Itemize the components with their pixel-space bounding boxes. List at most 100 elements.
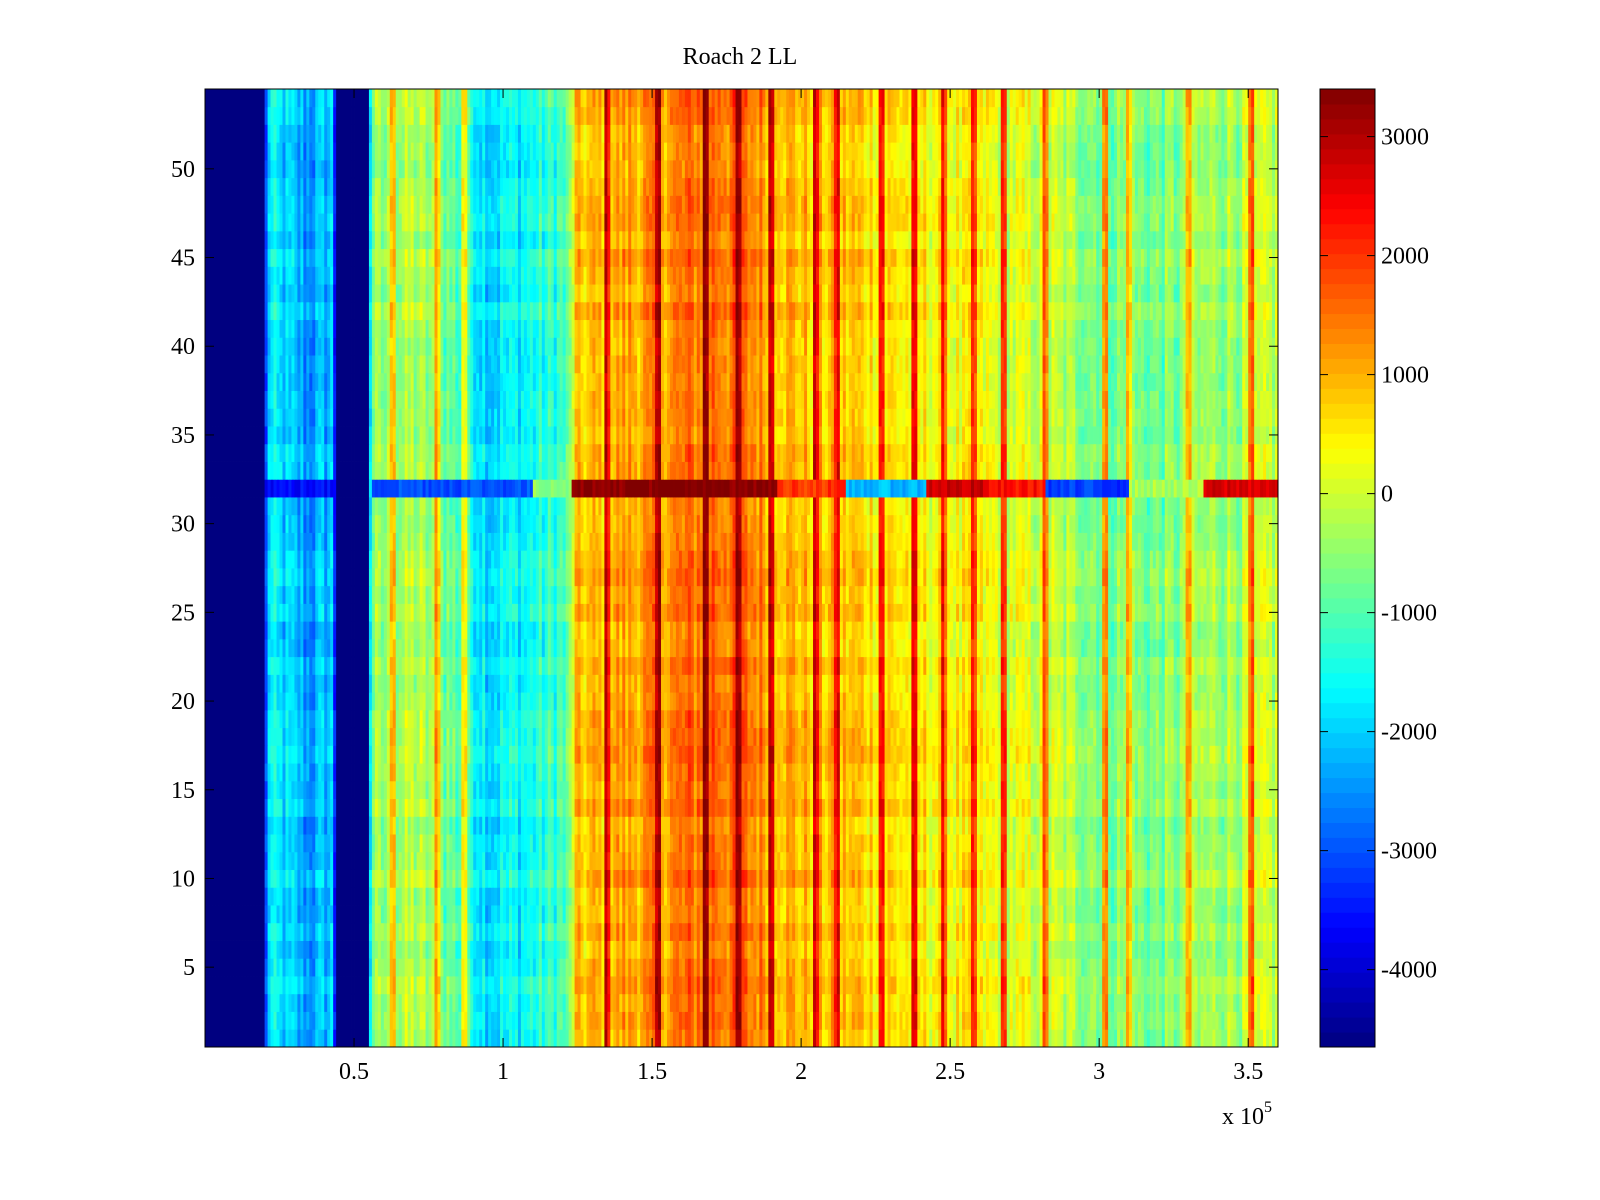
heatmap-cell <box>553 905 558 924</box>
heatmap-cell <box>807 851 811 870</box>
heatmap-cell <box>595 976 599 995</box>
heatmap-cell <box>973 1011 978 1030</box>
heatmap-cell <box>616 922 620 941</box>
heatmap-cell <box>747 1029 751 1048</box>
heatmap-cell <box>947 905 951 924</box>
heatmap-cell <box>327 798 331 817</box>
heatmap-cell <box>756 976 760 995</box>
heatmap-cell <box>395 816 400 835</box>
heatmap-cell <box>1090 887 1094 906</box>
heatmap-cell <box>702 798 707 817</box>
heatmap-cell <box>1215 1011 1219 1030</box>
heatmap-cell <box>732 1011 736 1030</box>
heatmap-cell <box>1009 993 1014 1012</box>
heatmap-cell <box>1179 851 1184 870</box>
heatmap-cell <box>774 922 778 941</box>
heatmap-cell <box>678 1011 683 1030</box>
heatmap-cell <box>1015 834 1020 853</box>
heatmap-cell <box>1275 1029 1279 1048</box>
heatmap-cell <box>941 887 945 906</box>
heatmap-cell <box>851 958 856 977</box>
heatmap-cell <box>428 958 432 977</box>
heatmap-cell <box>482 869 486 888</box>
heatmap-cell <box>225 869 230 888</box>
heatmap-cell <box>875 834 880 853</box>
heatmap-cell <box>345 993 349 1012</box>
heatmap-cell <box>330 940 334 959</box>
heatmap-cell <box>1164 1011 1169 1030</box>
heatmap-cell <box>279 993 283 1012</box>
heatmap-cell <box>306 976 310 995</box>
heatmap-cell <box>559 922 564 941</box>
heatmap-cell <box>652 905 656 924</box>
heatmap-cell <box>571 922 575 941</box>
heatmap-cell <box>613 798 617 817</box>
heatmap-cell <box>291 922 295 941</box>
heatmap-cell <box>1024 940 1029 959</box>
heatmap-cell <box>431 816 435 835</box>
heatmap-cell <box>324 1011 328 1030</box>
heatmap-cell <box>807 816 811 835</box>
heatmap-cell <box>619 940 623 959</box>
heatmap-cell <box>517 816 522 835</box>
heatmap-cell <box>413 958 418 977</box>
heatmap-cell <box>276 993 280 1012</box>
heatmap-cell <box>213 958 218 977</box>
heatmap-cell <box>631 1011 635 1030</box>
heatmap-cell <box>786 922 790 941</box>
heatmap-cell <box>666 851 671 870</box>
heatmap-cell <box>935 1011 939 1030</box>
heatmap-cell <box>514 958 519 977</box>
heatmap-cell <box>810 869 814 888</box>
heatmap-cell <box>1075 1029 1079 1048</box>
heatmap-cell <box>783 1029 787 1048</box>
heatmap-cell <box>929 905 933 924</box>
heatmap-cell <box>1105 834 1109 853</box>
heatmap-cell <box>285 958 289 977</box>
heatmap-cell <box>1233 940 1237 959</box>
heatmap-cell <box>753 1029 757 1048</box>
heatmap-cell <box>1275 851 1279 870</box>
heatmap-cell <box>586 834 590 853</box>
heatmap-cell <box>783 958 787 977</box>
heatmap-cell <box>455 834 459 853</box>
heatmap-cell <box>640 922 644 941</box>
heatmap-cell <box>1200 976 1204 995</box>
heatmap-cell <box>726 1011 730 1030</box>
heatmap-cell <box>932 1029 936 1048</box>
heatmap-cell <box>1093 1011 1097 1030</box>
heatmap-cell <box>273 1029 277 1048</box>
heatmap-cell <box>738 993 742 1012</box>
heatmap-cell <box>562 940 567 959</box>
heatmap-cell <box>1018 887 1023 906</box>
heatmap-cell <box>935 958 939 977</box>
heatmap-cell <box>500 869 504 888</box>
heatmap-cell <box>1173 922 1178 941</box>
heatmap-cell <box>404 958 409 977</box>
heatmap-cell <box>687 940 692 959</box>
heatmap-cell <box>774 834 778 853</box>
heatmap-cell <box>1161 976 1166 995</box>
heatmap-cell <box>210 905 215 924</box>
heatmap-cell <box>365 993 370 1012</box>
heatmap-cell <box>959 958 963 977</box>
heatmap-cell <box>869 798 874 817</box>
heatmap-cell <box>908 993 912 1012</box>
heatmap-cell <box>738 816 742 835</box>
heatmap-cell <box>300 922 304 941</box>
heatmap-cell <box>646 851 650 870</box>
heatmap-cell <box>485 851 489 870</box>
heatmap-cell <box>1155 905 1160 924</box>
heatmap-cell <box>1218 976 1222 995</box>
heatmap-cell <box>550 993 555 1012</box>
heatmap-cell <box>631 887 635 906</box>
heatmap-cell <box>1030 869 1034 888</box>
heatmap-cell <box>777 993 781 1012</box>
heatmap-cell <box>905 1029 909 1048</box>
heatmap-cell <box>532 1029 537 1048</box>
heatmap-cell <box>1143 958 1148 977</box>
heatmap-cell <box>446 1029 450 1048</box>
heatmap-cell <box>473 940 477 959</box>
heatmap-cell <box>1236 1029 1240 1048</box>
heatmap-cell <box>509 816 513 835</box>
